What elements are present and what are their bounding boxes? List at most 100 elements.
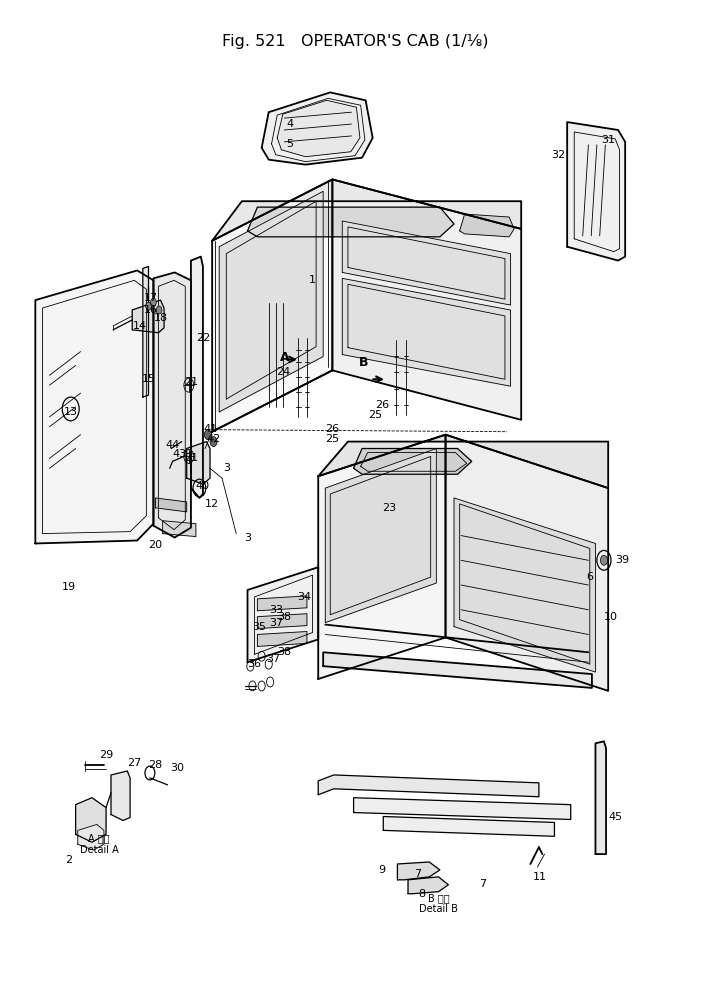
Text: B 詳画
Detail B: B 詳画 Detail B [419,893,458,915]
Text: 39: 39 [616,556,629,565]
Text: 43: 43 [173,449,187,459]
Text: 17: 17 [144,294,158,304]
Text: Fig. 521   OPERATOR'S CAB (1/⅛): Fig. 521 OPERATOR'S CAB (1/⅛) [222,34,488,49]
Polygon shape [78,824,104,850]
Text: 19: 19 [62,582,76,592]
Polygon shape [318,434,445,679]
Polygon shape [459,214,514,237]
Circle shape [146,303,151,310]
Text: 24: 24 [275,367,290,377]
Circle shape [151,299,156,307]
Polygon shape [332,180,521,420]
Text: 41: 41 [203,424,217,434]
Text: 38: 38 [277,612,291,622]
Text: 3: 3 [244,533,251,543]
Polygon shape [342,221,510,306]
Text: 1: 1 [309,276,316,286]
Polygon shape [323,653,592,687]
Text: 42: 42 [207,434,221,443]
Text: 23: 23 [382,503,396,513]
Text: 4: 4 [286,119,293,129]
Text: 26: 26 [375,400,389,410]
Text: 26: 26 [325,424,339,434]
Text: 29: 29 [99,750,113,760]
Text: 28: 28 [148,760,163,770]
Text: 6: 6 [586,572,594,582]
Polygon shape [187,441,210,484]
Polygon shape [248,207,454,237]
Polygon shape [342,279,510,386]
Text: 7: 7 [479,879,486,889]
Text: 14: 14 [133,320,147,331]
Text: 11: 11 [533,872,547,882]
Text: 20: 20 [148,541,163,551]
Text: 12: 12 [205,499,219,509]
Text: 10: 10 [604,612,618,622]
Text: 27: 27 [127,758,141,768]
Text: 33: 33 [269,605,283,615]
Polygon shape [408,877,448,894]
Text: 30: 30 [170,763,184,773]
Polygon shape [383,816,555,836]
Polygon shape [143,267,148,397]
Polygon shape [258,596,307,611]
Text: 3: 3 [223,463,230,473]
Text: 22: 22 [196,332,210,342]
Text: 9: 9 [378,865,386,875]
Text: 37: 37 [267,654,280,665]
Polygon shape [163,521,196,537]
Polygon shape [596,741,606,854]
Text: 8: 8 [418,889,425,899]
Text: 38: 38 [277,648,291,658]
Text: 45: 45 [608,812,623,822]
Polygon shape [191,257,203,498]
Polygon shape [258,614,307,629]
Polygon shape [132,301,164,332]
Text: 40: 40 [196,481,210,491]
Polygon shape [318,434,608,488]
Text: 36: 36 [248,659,261,670]
Polygon shape [445,434,608,690]
Circle shape [156,307,162,314]
Text: 7: 7 [414,869,421,879]
Polygon shape [318,775,539,797]
Text: 37: 37 [268,618,283,628]
Polygon shape [258,632,307,647]
Text: 15: 15 [141,374,155,384]
Circle shape [204,430,212,439]
Polygon shape [36,271,153,544]
Polygon shape [325,448,437,623]
Text: 16: 16 [144,305,158,315]
Text: 13: 13 [64,407,77,417]
Polygon shape [354,798,571,819]
Text: A: A [280,351,289,364]
Polygon shape [454,498,596,673]
Text: B: B [359,356,368,369]
Text: 18: 18 [153,312,168,323]
Text: A 詳画
Detail A: A 詳画 Detail A [80,833,119,855]
Polygon shape [262,92,373,165]
Polygon shape [248,567,318,663]
Polygon shape [212,180,521,241]
Text: 21: 21 [184,453,198,463]
Text: 5: 5 [286,139,293,149]
Polygon shape [155,498,187,512]
Text: 32: 32 [552,150,566,160]
Polygon shape [277,100,360,157]
Text: 44: 44 [165,439,180,449]
Circle shape [210,436,217,446]
Text: 25: 25 [368,410,382,420]
Text: 35: 35 [253,622,266,632]
Text: 31: 31 [601,135,615,145]
Polygon shape [111,771,130,820]
Polygon shape [398,862,440,880]
Text: 25: 25 [325,434,339,443]
Text: 2: 2 [65,855,72,865]
Polygon shape [212,180,332,432]
Polygon shape [219,191,323,412]
Polygon shape [354,448,471,474]
Text: 21: 21 [184,377,198,387]
Polygon shape [567,122,626,261]
Polygon shape [76,798,106,842]
Text: 34: 34 [297,592,311,602]
